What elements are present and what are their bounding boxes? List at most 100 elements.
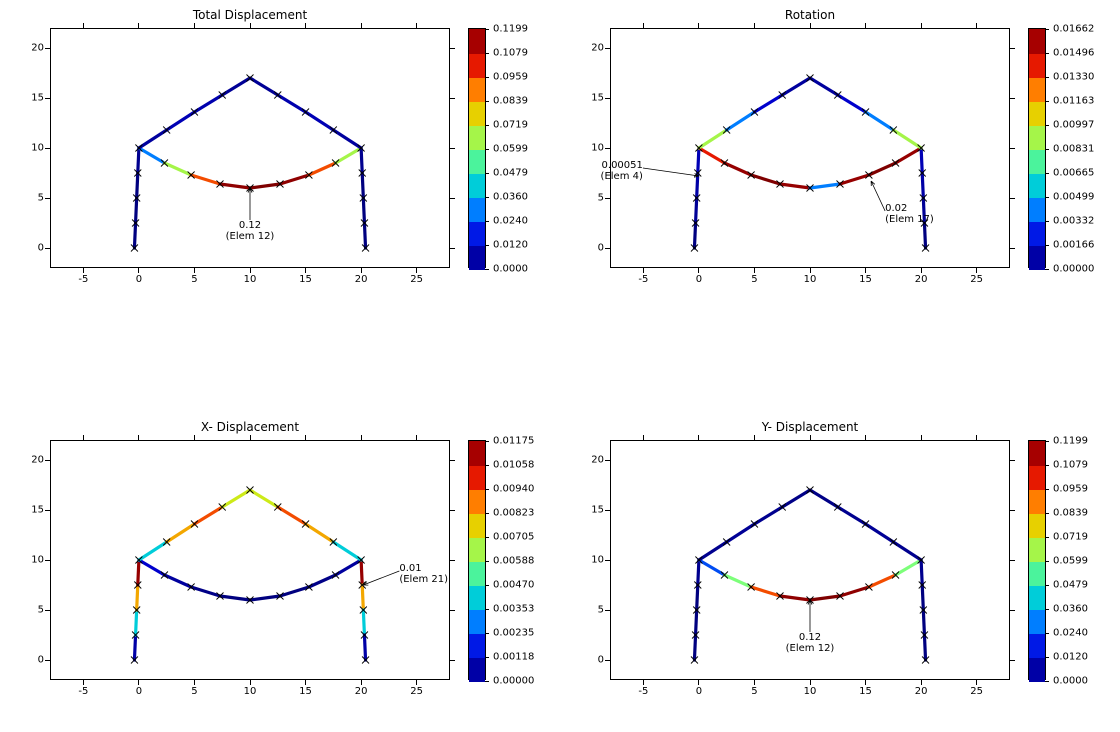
xtick-label: 10: [244, 686, 257, 697]
colorbar-ticklabel: 0.0360: [493, 192, 528, 203]
ytick-label: 10: [574, 555, 604, 566]
colorbar-segment: [469, 537, 485, 562]
colorbar-ticklabel: 0.00831: [1053, 144, 1094, 155]
ytick-label: 0: [574, 243, 604, 254]
xtick-label: -5: [638, 686, 648, 697]
colorbar-tick: [1045, 101, 1049, 102]
colorbar-ticklabel: 0.0000: [1053, 676, 1088, 687]
xtick-label: 5: [191, 686, 197, 697]
colorbar-segment: [1029, 585, 1045, 610]
colorbar-tick: [485, 125, 489, 126]
colorbar-tick: [485, 173, 489, 174]
structure-plot: [610, 28, 1010, 268]
xtick-label: 5: [751, 686, 757, 697]
colorbar-ticklabel: 0.0479: [493, 168, 528, 179]
colorbar-ticklabel: 0.00353: [493, 604, 534, 615]
colorbar-ticklabel: 0.0839: [493, 96, 528, 107]
colorbar-tick: [485, 441, 489, 442]
colorbar-segment: [1029, 465, 1045, 490]
colorbar-tick: [1045, 513, 1049, 514]
colorbar-segment: [469, 53, 485, 78]
colorbar: 0.000000.001180.002350.003530.004700.005…: [468, 440, 486, 680]
colorbar-ticklabel: 0.00000: [493, 676, 534, 687]
colorbar-ticklabel: 0.00470: [493, 580, 534, 591]
colorbar-segment: [1029, 173, 1045, 198]
colorbar-segment: [469, 101, 485, 126]
xtick-label: 20: [915, 274, 928, 285]
ytick-label: 20: [14, 455, 44, 466]
colorbar-ticklabel: 0.01175: [493, 436, 534, 447]
xtick-label: -5: [638, 274, 648, 285]
colorbar-ticklabel: 0.0959: [1053, 484, 1088, 495]
xtick-label: 10: [804, 686, 817, 697]
colorbar-tick: [1045, 537, 1049, 538]
colorbar-tick: [485, 537, 489, 538]
xtick-label: 20: [355, 686, 368, 697]
colorbar-ticklabel: 0.00000: [1053, 264, 1094, 275]
colorbar-tick: [485, 29, 489, 30]
colorbar-tick: [1045, 149, 1049, 150]
colorbar-segment: [469, 633, 485, 658]
colorbar-ticklabel: 0.00705: [493, 532, 534, 543]
colorbar-segment: [469, 441, 485, 466]
xtick-label: 20: [915, 686, 928, 697]
colorbar-segment: [1029, 221, 1045, 246]
colorbar-ticklabel: 0.00940: [493, 484, 534, 495]
ytick-label: 15: [574, 93, 604, 104]
colorbar-tick: [485, 633, 489, 634]
colorbar-tick: [485, 245, 489, 246]
xtick-label: 15: [299, 686, 312, 697]
xtick-label: 10: [804, 274, 817, 285]
ytick-label: 0: [14, 655, 44, 666]
colorbar-tick: [485, 585, 489, 586]
colorbar: 0.000000.001660.003320.004990.006650.008…: [1028, 28, 1046, 268]
colorbar-ticklabel: 0.01163: [1053, 96, 1094, 107]
xtick-label: 25: [410, 686, 423, 697]
colorbar-segment: [469, 245, 485, 270]
ytick-label: 15: [574, 505, 604, 516]
ytick-label: 10: [14, 143, 44, 154]
colorbar-segment: [469, 149, 485, 174]
colorbar-ticklabel: 0.0959: [493, 72, 528, 83]
colorbar-tick: [485, 269, 489, 270]
xtick-label: 20: [355, 274, 368, 285]
colorbar-tick: [1045, 125, 1049, 126]
colorbar-tick: [1045, 609, 1049, 610]
colorbar-segment: [469, 585, 485, 610]
xtick-label: 0: [136, 686, 142, 697]
subplot-tl: Total Displacement-50510152025051015200.…: [50, 28, 450, 268]
ytick-label: 5: [14, 605, 44, 616]
colorbar-segment: [469, 173, 485, 198]
structure-plot: [610, 440, 1010, 680]
ytick-label: 0: [14, 243, 44, 254]
colorbar-tick: [1045, 585, 1049, 586]
colorbar-ticklabel: 0.0479: [1053, 580, 1088, 591]
colorbar-segment: [469, 513, 485, 538]
colorbar-tick: [1045, 245, 1049, 246]
colorbar-segment: [1029, 633, 1045, 658]
colorbar-tick: [485, 149, 489, 150]
colorbar-tick: [1045, 561, 1049, 562]
colorbar-ticklabel: 0.00235: [493, 628, 534, 639]
colorbar-ticklabel: 0.01496: [1053, 48, 1094, 59]
colorbar-tick: [485, 609, 489, 610]
xtick-label: 0: [696, 274, 702, 285]
colorbar-ticklabel: 0.00997: [1053, 120, 1094, 131]
ytick-label: 15: [14, 93, 44, 104]
colorbar-segment: [1029, 77, 1045, 102]
xtick-label: -5: [78, 686, 88, 697]
colorbar-ticklabel: 0.0599: [1053, 556, 1088, 567]
colorbar-tick: [1045, 269, 1049, 270]
colorbar-tick: [1045, 657, 1049, 658]
colorbar-tick: [485, 657, 489, 658]
colorbar-ticklabel: 0.00499: [1053, 192, 1094, 203]
colorbar-segment: [1029, 197, 1045, 222]
colorbar-ticklabel: 0.0120: [1053, 652, 1088, 663]
colorbar-segment: [1029, 125, 1045, 150]
colorbar-ticklabel: 0.00166: [1053, 240, 1094, 251]
xtick-label: 0: [136, 274, 142, 285]
colorbar-tick: [1045, 441, 1049, 442]
colorbar-tick: [485, 197, 489, 198]
colorbar-segment: [1029, 101, 1045, 126]
colorbar-tick: [1045, 681, 1049, 682]
